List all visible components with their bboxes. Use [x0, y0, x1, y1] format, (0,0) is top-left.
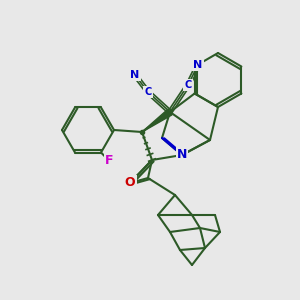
Text: C: C [144, 87, 152, 97]
Text: F: F [105, 154, 113, 167]
Text: N: N [194, 60, 202, 70]
Text: N: N [177, 148, 187, 161]
Text: C: C [184, 80, 192, 90]
Text: O: O [125, 176, 135, 190]
Text: O: O [125, 176, 135, 190]
Text: N: N [130, 70, 140, 80]
Text: C: C [184, 80, 192, 90]
Text: F: F [105, 154, 113, 167]
Text: N: N [177, 148, 187, 161]
Text: N: N [194, 60, 202, 70]
Text: N: N [130, 70, 140, 80]
Text: C: C [144, 87, 152, 97]
Text: O: O [125, 176, 135, 190]
Polygon shape [142, 109, 172, 132]
